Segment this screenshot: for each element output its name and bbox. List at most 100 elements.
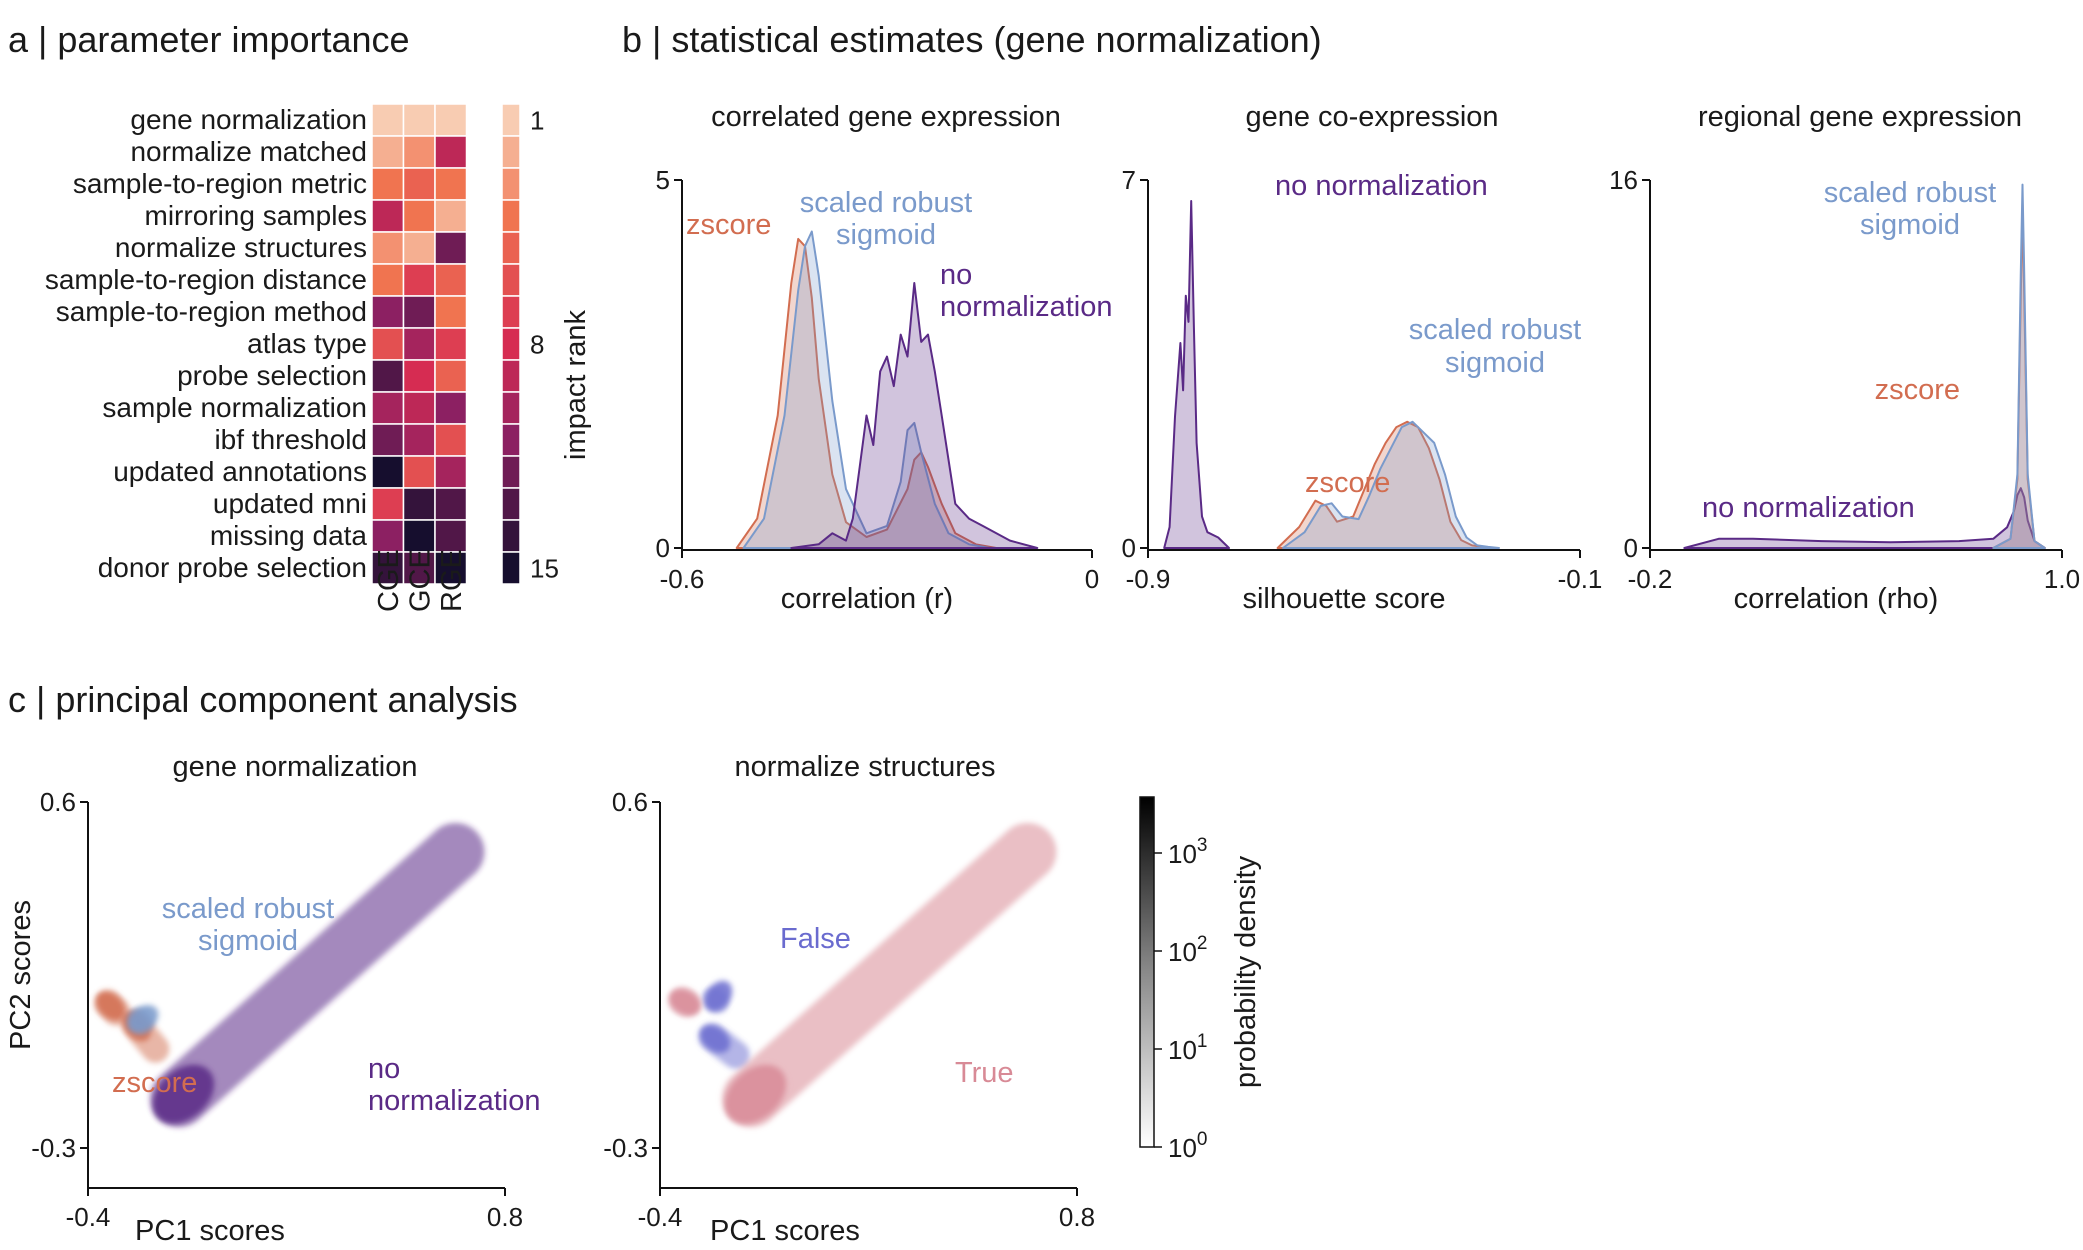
heatmap-cell [434, 551, 468, 585]
chart-axes [1642, 179, 2063, 558]
density-series [1276, 420, 1495, 549]
rank-bar-cell [501, 263, 521, 297]
pca-charts: gene normalization -0.4 0.8 -0.3 0.6 PC1 scor… [5, 751, 1095, 1247]
density-cloud-body [722, 822, 1057, 1128]
heatmap-cell [402, 295, 436, 329]
heatmap-row-label: donor probe selection [98, 552, 367, 583]
density-cloud [94, 990, 131, 1026]
heatmap-cell [371, 231, 405, 265]
density-series [1992, 183, 2046, 549]
heatmap-cell [434, 423, 468, 457]
heatmap-cell [371, 167, 405, 201]
heatmap-cell [402, 551, 436, 585]
x-axis-label: correlation (rho) [1734, 583, 1939, 615]
heatmap-cell [402, 519, 436, 553]
heatmap-cell [371, 327, 405, 361]
density-cloud-core [699, 1025, 731, 1053]
heatmap-cell [371, 359, 405, 393]
colorbar-tick-label: 102 [1168, 933, 1208, 967]
rank-tick-label: 8 [530, 330, 544, 360]
x-tick-label: -0.4 [638, 1202, 683, 1232]
density-chart: gene co-expression -0.9 -0.1 0 7 silhouette s… [1122, 101, 1603, 615]
group-annotation: zscore [112, 1067, 197, 1099]
density-cloud [702, 980, 733, 1013]
colorbar-tick-label: 100 [1168, 1129, 1208, 1163]
heatmap-cell [434, 263, 468, 297]
colorbar-label: probability density [1230, 855, 1262, 1088]
y-tick-label: 16 [1609, 165, 1638, 195]
heatmap-cell [434, 135, 468, 169]
series-annotation: scaled robust [1409, 314, 1582, 346]
heatmap-row-label: updated mni [213, 488, 367, 519]
heatmap-cell [402, 359, 436, 393]
rank-bar-cell [501, 455, 521, 489]
y-tick-label: -0.3 [603, 1133, 648, 1163]
chart-axes [674, 179, 1093, 558]
y-tick-label: -0.3 [31, 1133, 76, 1163]
rank-tick-label: 1 [530, 106, 544, 136]
series-annotation: no [940, 259, 972, 291]
chart-axes [652, 801, 1078, 1196]
heatmap-cell [402, 423, 436, 457]
x-tick-label: -0.9 [1126, 564, 1171, 594]
heatmap-column-labels: CGE GCE RGE [373, 549, 468, 612]
density-cloud [698, 1023, 750, 1069]
heatmap-cells [371, 103, 468, 585]
pca-chart: gene normalization -0.4 0.8 -0.3 0.6 PC1 scor… [5, 751, 540, 1247]
heatmap-cell [371, 199, 405, 233]
density-series [790, 282, 1039, 549]
colorbar: 103 102 101 100 probability density [1139, 796, 1262, 1163]
rank-bar-cell [501, 391, 521, 425]
rank-bar-cell [501, 519, 521, 553]
x-tick-label: 1.0 [2044, 564, 2080, 594]
group-annotation: no [368, 1053, 400, 1085]
heatmap-cell [434, 391, 468, 425]
y-tick-label: 7 [1122, 165, 1136, 195]
group-annotation: sigmoid [198, 925, 298, 957]
heatmap-row-label: updated annotations [113, 456, 367, 487]
rank-bar-cell [501, 551, 521, 585]
heatmap-cell [434, 519, 468, 553]
heatmap-cell [402, 327, 436, 361]
heatmap-cell [434, 103, 468, 137]
heatmap-cell [402, 103, 436, 137]
colorbar-tick-label: 101 [1168, 1031, 1208, 1065]
heatmap-row-label: sample-to-region method [56, 296, 367, 327]
series-annotation: scaled robust [1824, 177, 1997, 209]
group-annotation: True [955, 1057, 1014, 1089]
heatmap-cell [371, 423, 405, 457]
series-annotation: no normalization [1275, 170, 1488, 202]
heatmap-row-label: sample-to-region distance [45, 264, 367, 295]
x-tick-label: 0 [1085, 564, 1099, 594]
heatmap-row-label: gene normalization [130, 104, 367, 135]
panel-b-title: b | statistical estimates (gene normaliz… [622, 19, 1322, 60]
chart-title: correlated gene expression [711, 101, 1061, 133]
density-cloud [150, 822, 485, 1128]
series-annotation: no normalization [1702, 492, 1915, 524]
heatmap-cell [371, 519, 405, 553]
panel-c-title: c | principal component analysis [8, 679, 518, 720]
heatmap-cell [402, 167, 436, 201]
group-annotation: False [780, 923, 851, 955]
chart-title: regional gene expression [1698, 101, 2022, 133]
density-cloud-core [95, 991, 126, 1021]
x-tick-label: -0.4 [66, 1202, 111, 1232]
x-tick-label: -0.1 [1558, 564, 1603, 594]
density-cloud-core [704, 980, 733, 1012]
heatmap-cell [434, 359, 468, 393]
heatmap-cell [402, 231, 436, 265]
heatmap-cell [371, 391, 405, 425]
heatmap-cell [371, 135, 405, 169]
heatmap-row-label: mirroring samples [145, 200, 368, 231]
density-series [742, 230, 991, 549]
rank-bar-cell [501, 295, 521, 329]
heatmap-cell [434, 327, 468, 361]
y-tick-label: 0 [1122, 533, 1136, 563]
series-annotation: sigmoid [836, 219, 936, 251]
group-annotation: scaled robust [162, 893, 335, 925]
y-axis-label: PC2 scores [5, 900, 37, 1050]
heatmap-column-label: CGE [373, 549, 405, 612]
density-cloud-core [127, 1005, 159, 1033]
